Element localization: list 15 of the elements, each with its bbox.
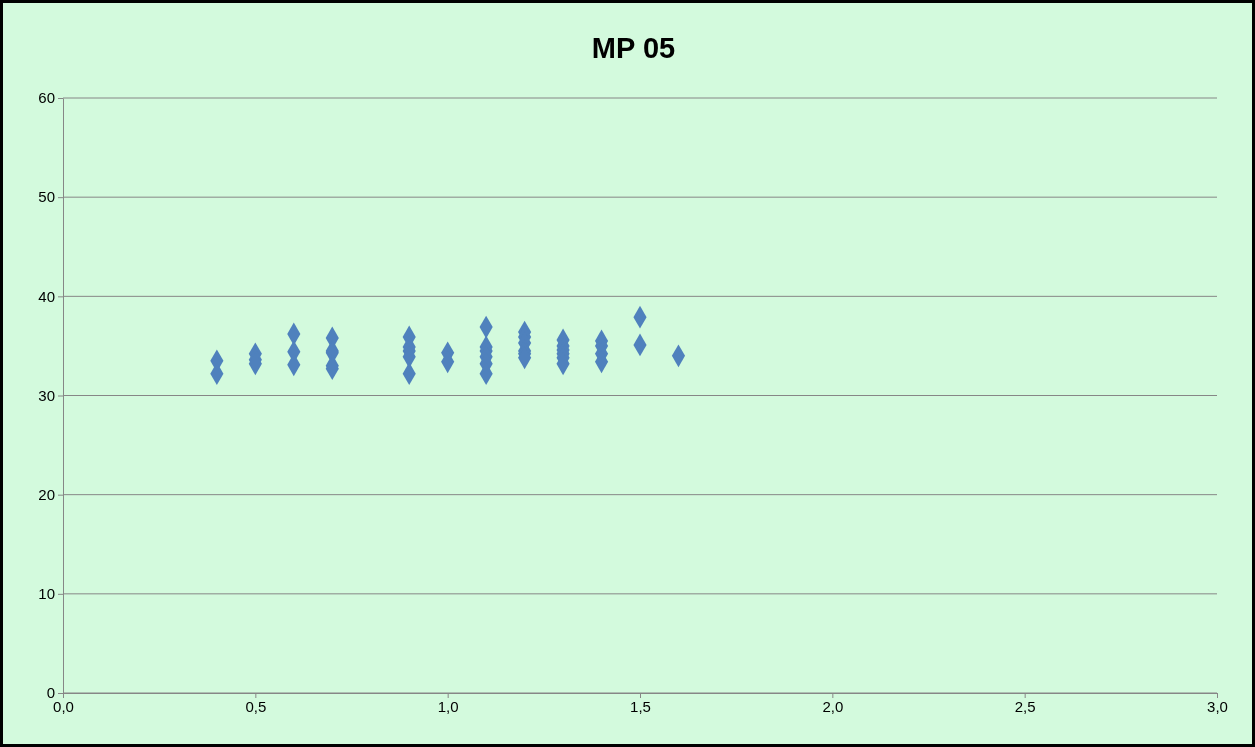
- y-tick-label: 50: [38, 188, 55, 206]
- y-tick-label: 0: [46, 684, 55, 702]
- y-tick-label: 60: [38, 89, 55, 107]
- x-tick-label: 2,5: [1014, 697, 1036, 715]
- chart-title: MP 05: [591, 32, 676, 64]
- x-tick-label: 1,0: [437, 697, 459, 715]
- y-tick-label: 40: [38, 287, 55, 305]
- y-tick-label: 30: [38, 386, 55, 404]
- x-tick-label: 2,0: [822, 697, 844, 715]
- x-tick-label: 0,5: [245, 697, 267, 715]
- x-tick-label: 0,0: [53, 697, 74, 715]
- y-tick-label: 20: [38, 485, 55, 503]
- y-tick-label: 10: [38, 585, 55, 603]
- x-tick-label: 3,0: [1207, 697, 1228, 715]
- x-tick-label: 1,5: [630, 697, 651, 715]
